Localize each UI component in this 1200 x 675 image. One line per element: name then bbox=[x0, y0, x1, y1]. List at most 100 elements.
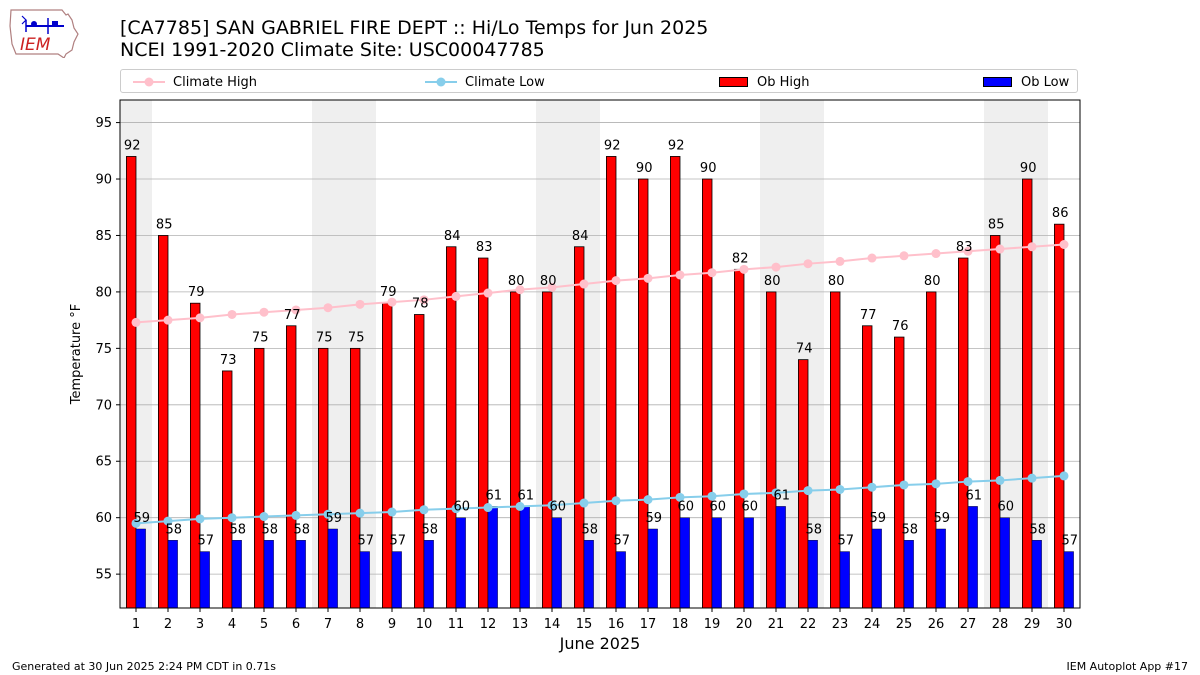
y-axis-label: Temperature °F bbox=[69, 304, 84, 405]
climate-high-point-day-13 bbox=[515, 285, 525, 295]
ob-high-bar-day-21 bbox=[766, 291, 777, 609]
climate-high-point-day-24 bbox=[867, 253, 877, 263]
ob-low-label-day-17: 59 bbox=[646, 511, 663, 526]
climate-low-point-day-6 bbox=[291, 510, 301, 520]
climate-high-point-day-7 bbox=[323, 303, 333, 313]
x-tick-label-27: 27 bbox=[960, 617, 977, 632]
ob-high-bar-day-6 bbox=[285, 325, 297, 609]
ob-low-bar-day-12 bbox=[487, 506, 498, 609]
legend-label-climate-low: Climate Low bbox=[465, 74, 545, 90]
ob-high-bar-day-4 bbox=[221, 370, 233, 609]
ob-low-bar-day-10 bbox=[423, 540, 434, 609]
x-tick-label-10: 10 bbox=[416, 617, 433, 632]
legend-item-climate-low: Climate Low bbox=[425, 70, 545, 94]
climate-high-point-day-21 bbox=[771, 262, 781, 272]
chart-subtitle: NCEI 1991-2020 Climate Site: USC00047785 bbox=[120, 39, 545, 61]
ob-high-bar-day-18 bbox=[670, 156, 681, 609]
footer-generated: Generated at 30 Jun 2025 2:24 PM CDT in … bbox=[12, 660, 277, 673]
ob-low-label-day-9: 57 bbox=[390, 534, 407, 549]
ob-low-bar-day-23 bbox=[839, 551, 850, 609]
ob-low-bar-day-15 bbox=[583, 540, 594, 609]
ob-high-bar-day-17 bbox=[638, 178, 649, 609]
ob-high-label-day-7: 75 bbox=[316, 330, 333, 345]
ob-high-bar-day-12 bbox=[477, 257, 489, 609]
x-tick-label-14: 14 bbox=[544, 617, 561, 632]
ob-high-bar-day-23 bbox=[830, 291, 841, 609]
climate-low-point-day-25 bbox=[899, 480, 909, 490]
ob-low-bar-day-4 bbox=[231, 540, 242, 609]
ob-high-bar-day-24 bbox=[862, 325, 873, 609]
climate-low-point-day-28 bbox=[995, 475, 1005, 485]
ob-high-label-day-18: 92 bbox=[668, 138, 685, 153]
ob-high-bar-day-11 bbox=[445, 246, 457, 609]
ob-low-bar-day-27 bbox=[967, 506, 978, 609]
ob-high-bar-day-9 bbox=[381, 302, 393, 609]
y-tick-label-65: 65 bbox=[95, 455, 112, 470]
ob-low-label-day-13: 61 bbox=[518, 488, 535, 503]
x-tick-label-25: 25 bbox=[896, 617, 913, 632]
legend-item-ob-low: Ob Low bbox=[983, 70, 1069, 94]
climate-low-line-swatch bbox=[425, 77, 457, 87]
ob-high-label-day-6: 77 bbox=[284, 308, 301, 323]
climate-low-point-day-17 bbox=[643, 495, 653, 505]
ob-high-label-day-25: 76 bbox=[892, 319, 909, 334]
climate-low-point-day-12 bbox=[483, 503, 493, 513]
ob-low-label-day-11: 60 bbox=[454, 500, 471, 515]
ob-high-bar-day-27 bbox=[958, 257, 969, 609]
ob-high-bar-day-25 bbox=[894, 336, 905, 609]
climate-high-point-day-8 bbox=[355, 299, 365, 309]
climate-low-point-day-26 bbox=[931, 479, 941, 489]
x-tick-label-16: 16 bbox=[608, 617, 625, 632]
x-axis-label: June 2025 bbox=[559, 634, 641, 653]
ob-high-label-day-4: 73 bbox=[220, 353, 237, 368]
ob-high-label-day-21: 80 bbox=[764, 274, 781, 289]
bar-labels: 92 59 85 58 79 57 73 58 75 58 77 58 75 59 75 57 79 57 78 58… bbox=[124, 138, 1078, 548]
climate-high-point-day-19 bbox=[707, 268, 717, 278]
ob-high-bar-day-28 bbox=[990, 235, 1001, 609]
climate-high-point-day-30 bbox=[1059, 239, 1069, 249]
ob-low-label-day-5: 58 bbox=[262, 522, 279, 537]
legend-label-ob-high: Ob High bbox=[757, 74, 810, 90]
climate-high-point-day-2 bbox=[163, 315, 173, 325]
y-tick-label-55: 55 bbox=[95, 568, 112, 583]
climate-high-point-day-11 bbox=[451, 291, 461, 301]
ob-low-bar-day-30 bbox=[1063, 551, 1074, 609]
ob-low-label-day-25: 58 bbox=[902, 522, 919, 537]
ob-high-label-day-3: 79 bbox=[188, 285, 205, 300]
ob-high-bar-day-3 bbox=[189, 302, 201, 609]
ob-low-label-day-27: 61 bbox=[966, 488, 983, 503]
ob-low-bar-day-3 bbox=[199, 551, 210, 609]
climate-high-point-day-17 bbox=[643, 273, 653, 283]
y-tick-label-80: 80 bbox=[95, 285, 112, 300]
chart-title: [CA7785] SAN GABRIEL FIRE DEPT :: Hi/Lo … bbox=[120, 17, 709, 39]
climate-low-point-day-4 bbox=[227, 513, 237, 523]
ob-high-label-day-12: 83 bbox=[476, 240, 493, 255]
climate-low-point-day-2 bbox=[163, 516, 173, 526]
climate-low-point-day-14 bbox=[547, 500, 557, 510]
x-tick-label-30: 30 bbox=[1056, 617, 1073, 632]
ob-low-label-day-4: 58 bbox=[230, 522, 247, 537]
climate-high-point-day-27 bbox=[963, 246, 973, 256]
x-tick-label-5: 5 bbox=[260, 617, 268, 632]
ob-low-label-day-22: 58 bbox=[806, 522, 823, 537]
climate-low-point-day-8 bbox=[355, 508, 365, 518]
ob-low-bar-day-22 bbox=[807, 540, 818, 609]
x-tick-label-22: 22 bbox=[800, 617, 817, 632]
climate-low-point-day-15 bbox=[579, 498, 589, 508]
ob-high-label-day-13: 80 bbox=[508, 274, 525, 289]
ob-high-label-day-28: 85 bbox=[988, 217, 1005, 232]
ob-high-label-day-24: 77 bbox=[860, 308, 877, 323]
x-tick-label-1: 1 bbox=[132, 617, 140, 632]
y-tick-label-90: 90 bbox=[95, 173, 112, 188]
ob-high-bar-day-14 bbox=[542, 291, 553, 609]
ob-high-bar-day-15 bbox=[574, 246, 585, 609]
climate-high-point-day-20 bbox=[739, 264, 749, 274]
x-tick-label-15: 15 bbox=[576, 617, 593, 632]
ob-high-bar-day-1 bbox=[126, 156, 137, 609]
ob-low-label-day-14: 60 bbox=[550, 500, 567, 515]
climate-high-line bbox=[135, 243, 1065, 324]
x-tick-label-13: 13 bbox=[512, 617, 529, 632]
climate-low-point-day-11 bbox=[451, 504, 461, 514]
x-tick-label-21: 21 bbox=[768, 617, 785, 632]
ob-high-bar-day-26 bbox=[926, 291, 937, 609]
